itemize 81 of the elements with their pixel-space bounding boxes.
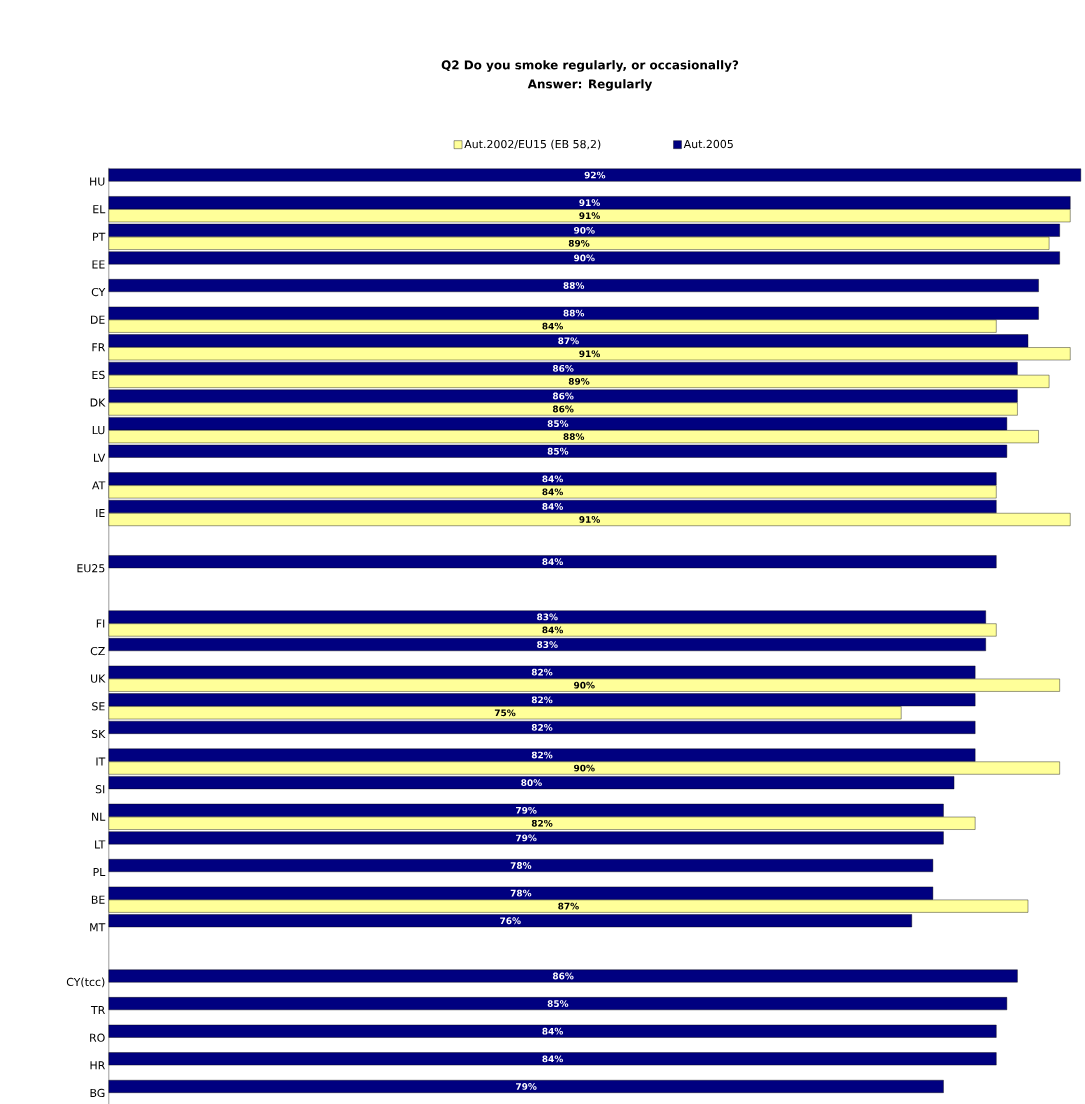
data-label: 89% bbox=[568, 239, 590, 247]
y-tick-label: DK bbox=[90, 398, 106, 407]
data-label: 82% bbox=[531, 724, 553, 731]
data-label: 84% bbox=[542, 1055, 564, 1063]
y-tick-label: BG bbox=[90, 1088, 105, 1098]
data-label: 91% bbox=[579, 516, 600, 523]
data-label: 84% bbox=[542, 626, 564, 634]
y-tick-label: RO bbox=[90, 1033, 105, 1042]
y-tick-label: HR bbox=[90, 1061, 105, 1070]
data-label: 88% bbox=[563, 433, 585, 441]
data-label: 91% bbox=[579, 350, 600, 358]
data-label: 88% bbox=[563, 309, 585, 317]
data-label: 90% bbox=[573, 254, 595, 262]
data-label: 86% bbox=[552, 392, 574, 400]
y-tick-label: SE bbox=[92, 702, 105, 711]
y-tick-label: CZ bbox=[90, 646, 105, 656]
data-label: 84% bbox=[542, 475, 564, 483]
data-label: 79% bbox=[516, 806, 537, 814]
data-label: 76% bbox=[500, 917, 521, 925]
data-label: 79% bbox=[516, 1083, 537, 1090]
y-tick-label: CY bbox=[91, 287, 106, 297]
data-label: 90% bbox=[573, 764, 595, 772]
y-tick-label: EL bbox=[93, 205, 106, 214]
y-tick-label: TR bbox=[90, 1006, 105, 1015]
y-tick-label: CY(tcc) bbox=[66, 977, 105, 988]
y-tick-label: FR bbox=[92, 343, 105, 352]
y-tick-label: BE bbox=[91, 895, 105, 904]
chart-title: Q2 Do you smoke regularly, or occasionally? bbox=[441, 60, 739, 72]
data-label: 88% bbox=[563, 282, 585, 289]
y-tick-label: SI bbox=[95, 785, 105, 794]
legend-label: Aut.2005 bbox=[683, 139, 733, 149]
data-label: 84% bbox=[542, 1027, 564, 1035]
data-label: 78% bbox=[510, 862, 532, 869]
data-label: 82% bbox=[531, 819, 553, 827]
data-label: 90% bbox=[573, 226, 595, 234]
y-tick-label: DE bbox=[91, 315, 105, 324]
data-label: 91% bbox=[579, 212, 600, 220]
data-label: 82% bbox=[531, 696, 553, 704]
y-tick-label: SK bbox=[91, 729, 106, 739]
y-tick-label: IE bbox=[96, 508, 105, 517]
data-label: 89% bbox=[568, 378, 590, 385]
data-label: 86% bbox=[552, 405, 574, 413]
y-tick-label: NL bbox=[92, 812, 106, 821]
y-tick-label: FI bbox=[96, 619, 105, 628]
data-label: 85% bbox=[547, 1000, 569, 1007]
data-label: 85% bbox=[547, 420, 569, 428]
data-label: 85% bbox=[547, 447, 569, 455]
data-label: 84% bbox=[542, 503, 564, 510]
data-label: 79% bbox=[516, 834, 537, 842]
data-label: 83% bbox=[537, 641, 558, 648]
data-label: 87% bbox=[558, 902, 579, 910]
legend-label: Aut.2002/EU15 (EB 58,2) bbox=[464, 139, 601, 150]
chart-subtitle: Answer: Regularly bbox=[527, 79, 653, 91]
y-tick-label: EE bbox=[92, 260, 105, 269]
y-tick-label: MT bbox=[90, 923, 106, 932]
data-label: 84% bbox=[542, 322, 564, 330]
data-label: 82% bbox=[531, 668, 553, 676]
data-label: 83% bbox=[537, 613, 558, 621]
data-label: 75% bbox=[494, 709, 516, 717]
y-tick-label: IT bbox=[96, 757, 106, 766]
data-label: 80% bbox=[521, 779, 542, 787]
data-label: 84% bbox=[542, 558, 564, 566]
data-label: 92% bbox=[584, 171, 606, 179]
y-tick-label: ES bbox=[92, 370, 105, 380]
data-label: 86% bbox=[552, 972, 574, 980]
y-tick-label: LV bbox=[93, 453, 106, 462]
data-label: 78% bbox=[510, 889, 532, 897]
y-tick-label: AT bbox=[92, 481, 106, 490]
data-label: 86% bbox=[552, 365, 574, 372]
y-tick-label: PT bbox=[93, 232, 106, 241]
data-label: 91% bbox=[579, 199, 600, 207]
y-tick-label: HU bbox=[90, 177, 105, 186]
y-tick-label: LT bbox=[95, 840, 106, 849]
data-label: 84% bbox=[542, 488, 564, 496]
y-tick-label: EU25 bbox=[77, 564, 105, 573]
data-label: 90% bbox=[573, 681, 595, 689]
y-tick-label: PL bbox=[93, 868, 106, 877]
y-tick-label: UK bbox=[91, 674, 106, 683]
y-tick-label: LU bbox=[92, 426, 105, 435]
data-label: 82% bbox=[531, 751, 553, 759]
data-label: 87% bbox=[558, 337, 579, 345]
